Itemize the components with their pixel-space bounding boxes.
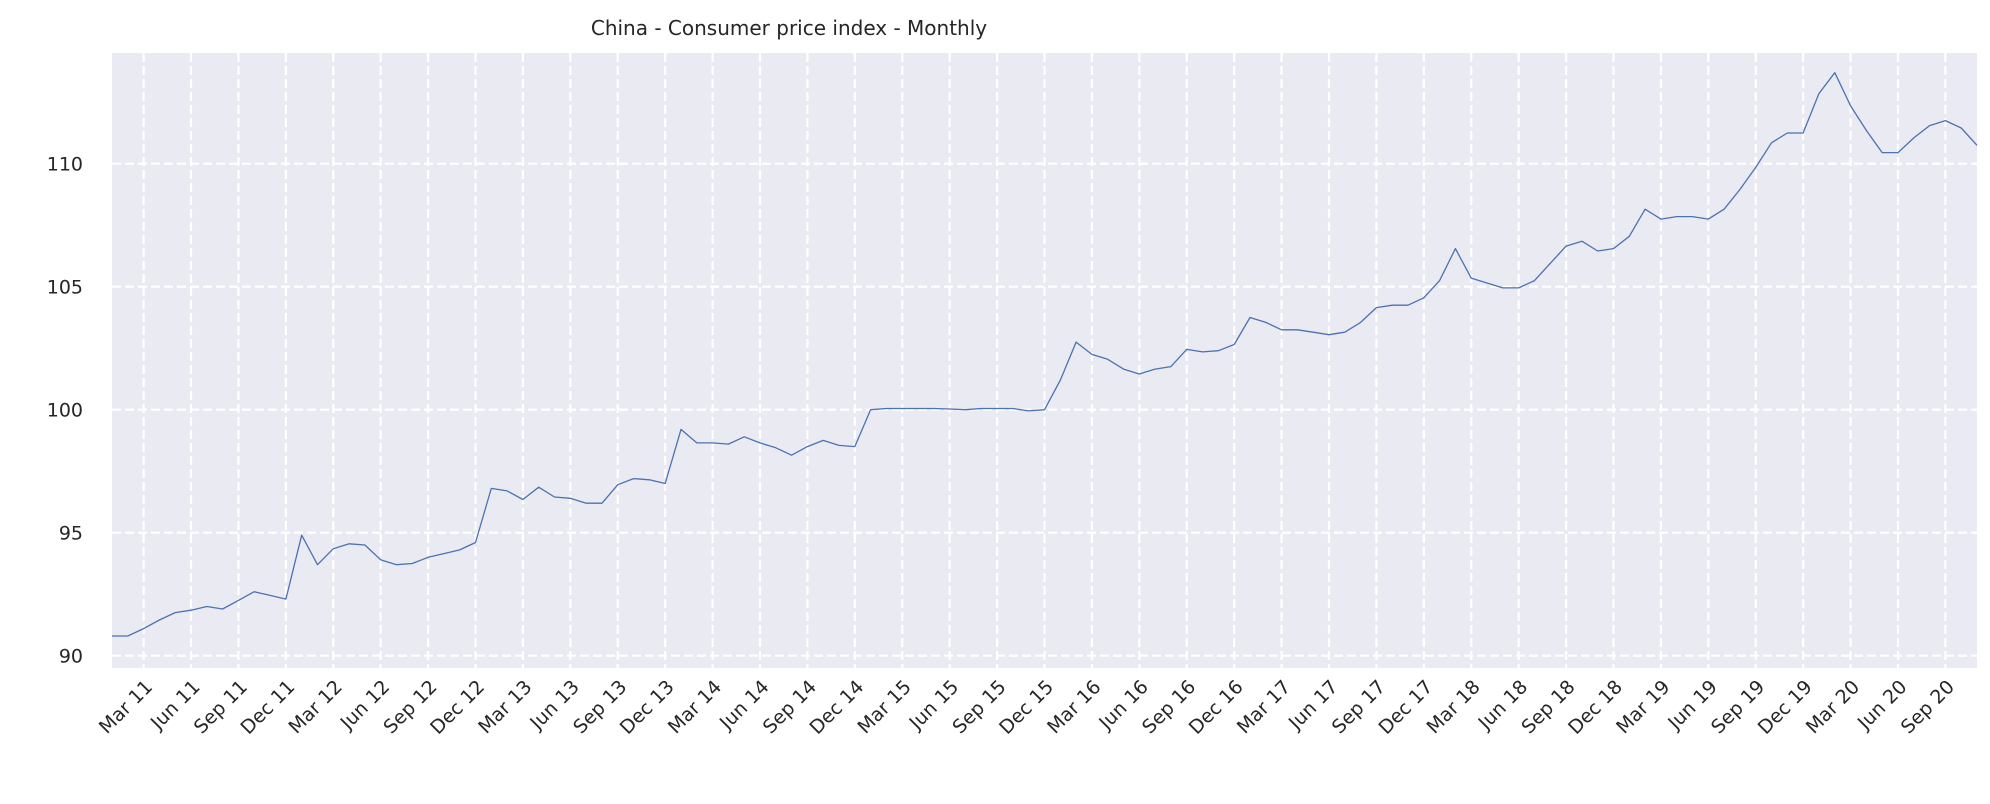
y-tick-label: 95 xyxy=(59,523,83,545)
y-tick-label: 90 xyxy=(59,646,83,668)
x-tick-label: Mar 13 xyxy=(474,676,536,738)
x-tick-label: Mar 11 xyxy=(95,676,157,738)
y-tick-label: 105 xyxy=(47,277,83,299)
x-tick-label: Sep 20 xyxy=(1897,676,1959,738)
x-tick-label: Mar 18 xyxy=(1422,676,1484,738)
chart-title: China - Consumer price index - Monthly xyxy=(591,16,987,40)
y-tick-label: 100 xyxy=(47,400,83,422)
cpi-series-line xyxy=(112,72,1978,637)
x-tick-label: Mar 12 xyxy=(285,676,347,738)
x-tick-label: Mar 17 xyxy=(1233,676,1295,738)
series-layer xyxy=(112,72,1978,637)
y-axis-ticks: 90 95 100 105 110 xyxy=(47,154,83,668)
x-tick-label: Mar 20 xyxy=(1802,676,1864,738)
x-tick-label: Mar 15 xyxy=(854,676,916,738)
x-tick-label: Mar 19 xyxy=(1612,676,1674,738)
y-tick-label: 110 xyxy=(47,154,83,176)
grid-lines xyxy=(112,53,1977,668)
x-tick-label: Mar 16 xyxy=(1043,676,1105,738)
x-tick-label: Mar 14 xyxy=(664,676,726,738)
